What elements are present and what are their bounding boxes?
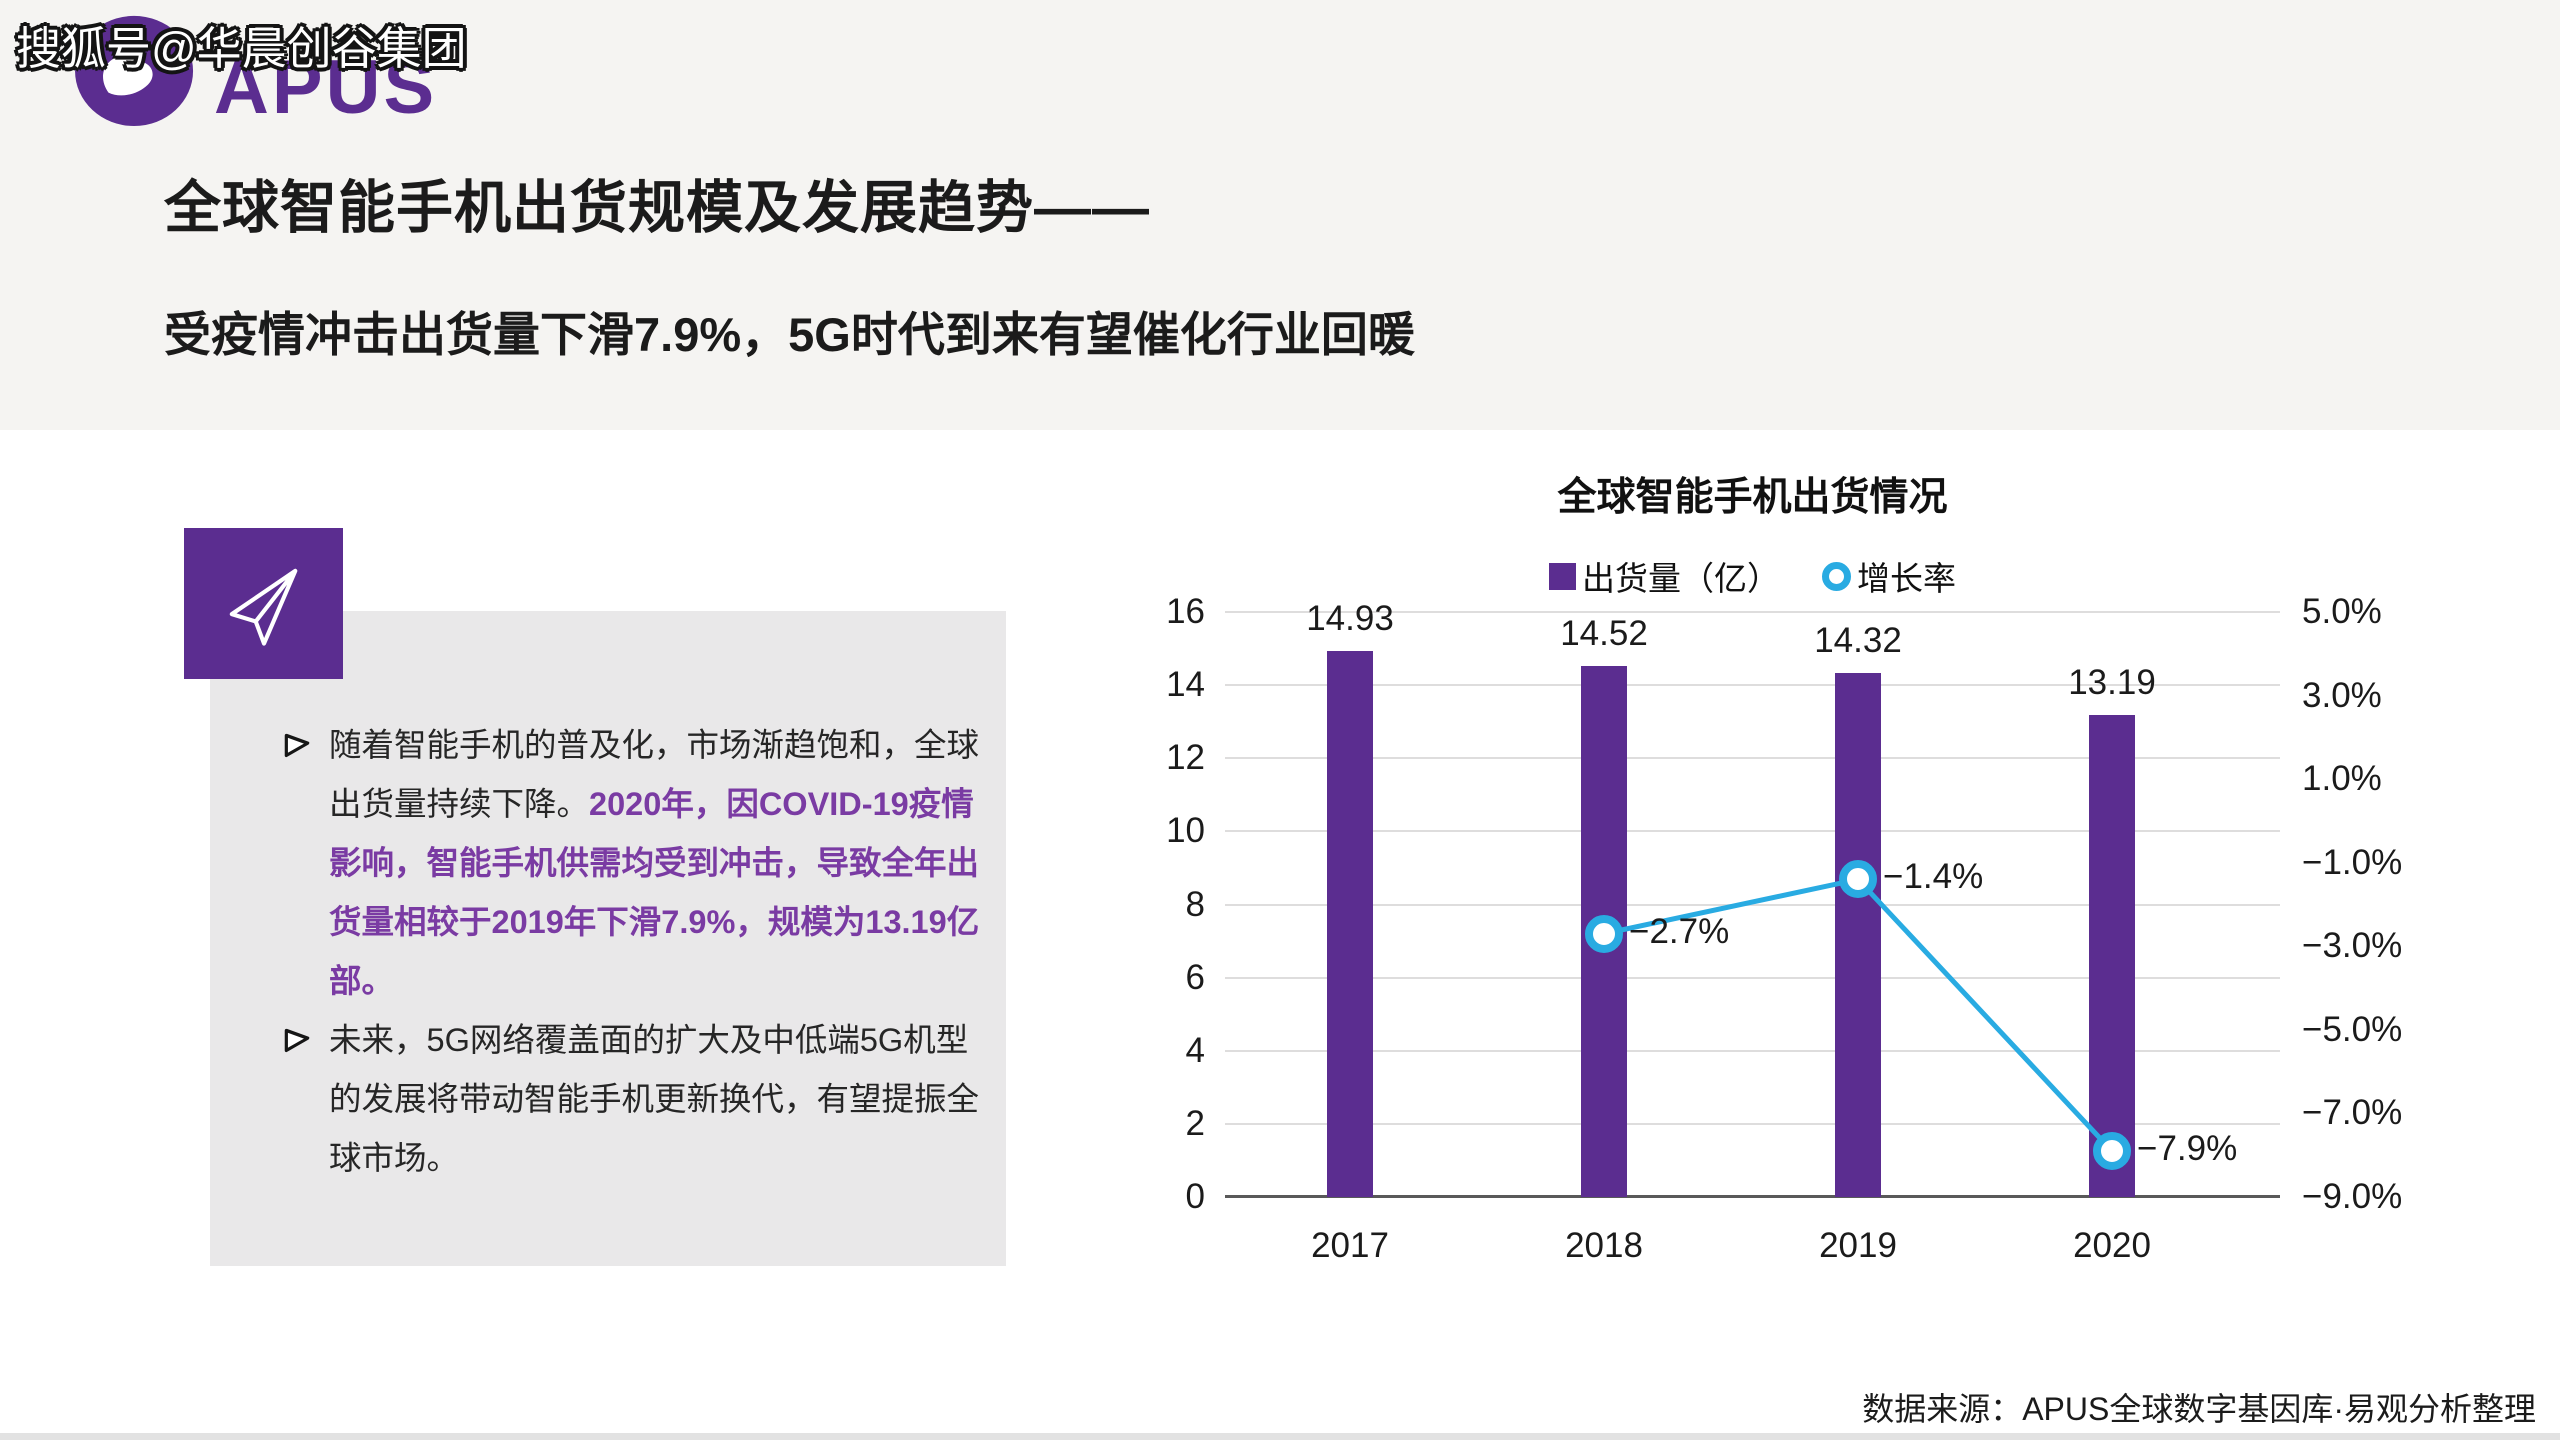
chart-legend: 出货量（亿） 增长率 xyxy=(1225,552,2280,600)
slide-title-line1: 全球智能手机出货规模及发展趋势—— xyxy=(164,176,1150,240)
x-axis-tick: 2020 xyxy=(2073,1226,2151,1265)
growth-rate-marker xyxy=(1585,914,1623,953)
header-band: APUS 搜狐号@华晨创谷集团 全球智能手机出货规模及发展趋势—— 受疫情冲击出… xyxy=(0,0,2560,430)
growth-rate-point-label: −7.9% xyxy=(2137,1129,2238,1169)
x-axis-tick: 2017 xyxy=(1311,1226,1389,1265)
apus-wordmark: APUS xyxy=(214,45,438,130)
right-axis-tick: −1.0% xyxy=(2302,842,2403,882)
right-axis-tick: 1.0% xyxy=(2302,759,2382,799)
paper-plane-tile xyxy=(184,528,343,679)
data-source-note: 数据来源：APUS全球数字基因库·易观分析整理 xyxy=(1862,1391,2536,1427)
bottom-edge-divider xyxy=(0,1433,2560,1440)
plot-area: 14.93 14.52 14.32 13.19 −2.7% −1.4% −7.9% xyxy=(1225,599,2280,1198)
bullet-2-text: 未来，5G网络覆盖面的扩大及中低端5G机型的发展将带动智能手机更新换代，有望提振… xyxy=(329,1022,980,1176)
growth-rate-point-label: −2.7% xyxy=(1629,911,1730,951)
left-axis-tick: 2 xyxy=(1185,1103,1205,1143)
bullet-1-black-segment: 随着智能手机的普及化，市场渐趋饱和，全球出货量持续下降。 xyxy=(329,727,980,822)
left-axis-tick: 6 xyxy=(1185,957,1205,997)
insight-text: 随着智能手机的普及化，市场渐趋饱和，全球出货量持续下降。2020年，因COVID… xyxy=(281,716,989,1188)
gridline xyxy=(1225,976,2280,979)
x-axis-tick: 2019 xyxy=(1819,1226,1897,1265)
left-axis-tick: 10 xyxy=(1166,811,1205,851)
bar-value-label: 14.93 xyxy=(1306,599,1394,639)
right-axis-tick: −5.0% xyxy=(2302,1009,2403,1049)
right-axis-tick: 3.0% xyxy=(2302,675,2382,715)
bullet-arrow-icon xyxy=(281,716,329,767)
gridline xyxy=(1225,757,2280,760)
bullet-item-1: 随着智能手机的普及化，市场渐趋饱和，全球出货量持续下降。2020年，因COVID… xyxy=(281,716,989,1011)
gridline xyxy=(1225,1049,2280,1052)
bullet-1-purple-segment: 2020年，因COVID-19疫情影响，智能手机供需均受到冲击，导致全年出货量相… xyxy=(329,786,980,999)
left-axis-tick: 12 xyxy=(1166,738,1205,778)
growth-rate-point-label: −1.4% xyxy=(1883,857,1984,897)
right-axis-tick: 5.0% xyxy=(2302,592,2382,631)
bar-value-label: 14.52 xyxy=(1560,614,1648,654)
shipment-bar xyxy=(1327,651,1373,1197)
left-axis-tick: 0 xyxy=(1185,1177,1205,1216)
chart-title: 全球智能手机出货情况 xyxy=(1557,476,1948,519)
growth-rate-marker xyxy=(2093,1132,2131,1171)
gridline xyxy=(1225,1122,2280,1125)
left-axis-tick: 14 xyxy=(1166,665,1205,705)
bullet-item-2: 未来，5G网络覆盖面的扩大及中低端5G机型的发展将带动智能手机更新换代，有望提振… xyxy=(281,1011,989,1188)
growth-rate-marker xyxy=(1839,860,1877,899)
bullet-1-text: 随着智能手机的普及化，市场渐趋饱和，全球出货量持续下降。2020年，因COVID… xyxy=(329,716,989,1011)
growth-rate-line xyxy=(1603,876,2114,1153)
left-axis-tick: 16 xyxy=(1166,592,1205,631)
right-axis-tick: −3.0% xyxy=(2302,926,2403,966)
shipment-bar xyxy=(2089,714,2135,1197)
shipment-bar xyxy=(1835,673,1881,1197)
left-axis-tick: 4 xyxy=(1185,1030,1205,1070)
right-axis-tick: −9.0% xyxy=(2302,1177,2403,1216)
legend-bar-swatch xyxy=(1549,562,1576,590)
paper-plane-icon xyxy=(229,568,297,646)
x-axis-tick: 2018 xyxy=(1565,1226,1643,1265)
slide-title-line2: 受疫情冲击出货量下滑7.9%，5G时代到来有望催化行业回暖 xyxy=(164,308,1415,361)
bar-value-label: 13.19 xyxy=(2068,662,2156,702)
apus-logo: APUS xyxy=(62,10,437,128)
legend-line-label: 增长率 xyxy=(1857,560,1956,597)
x-axis-line xyxy=(1225,1195,2280,1198)
left-axis-tick: 8 xyxy=(1185,884,1205,924)
insight-box xyxy=(210,611,1006,1266)
gridline xyxy=(1225,684,2280,687)
bullet-arrow-icon xyxy=(281,1011,329,1062)
right-axis-tick: −7.0% xyxy=(2302,1093,2403,1133)
gridline xyxy=(1225,830,2280,833)
apus-swan-icon xyxy=(75,15,194,127)
bar-value-label: 14.32 xyxy=(1814,621,1902,661)
gridline xyxy=(1225,611,2280,613)
sohu-watermark: 搜狐号@华晨创谷集团 xyxy=(16,23,467,74)
legend-bar-label: 出货量（亿） xyxy=(1582,560,1780,597)
legend-line-marker-icon xyxy=(1822,561,1851,591)
